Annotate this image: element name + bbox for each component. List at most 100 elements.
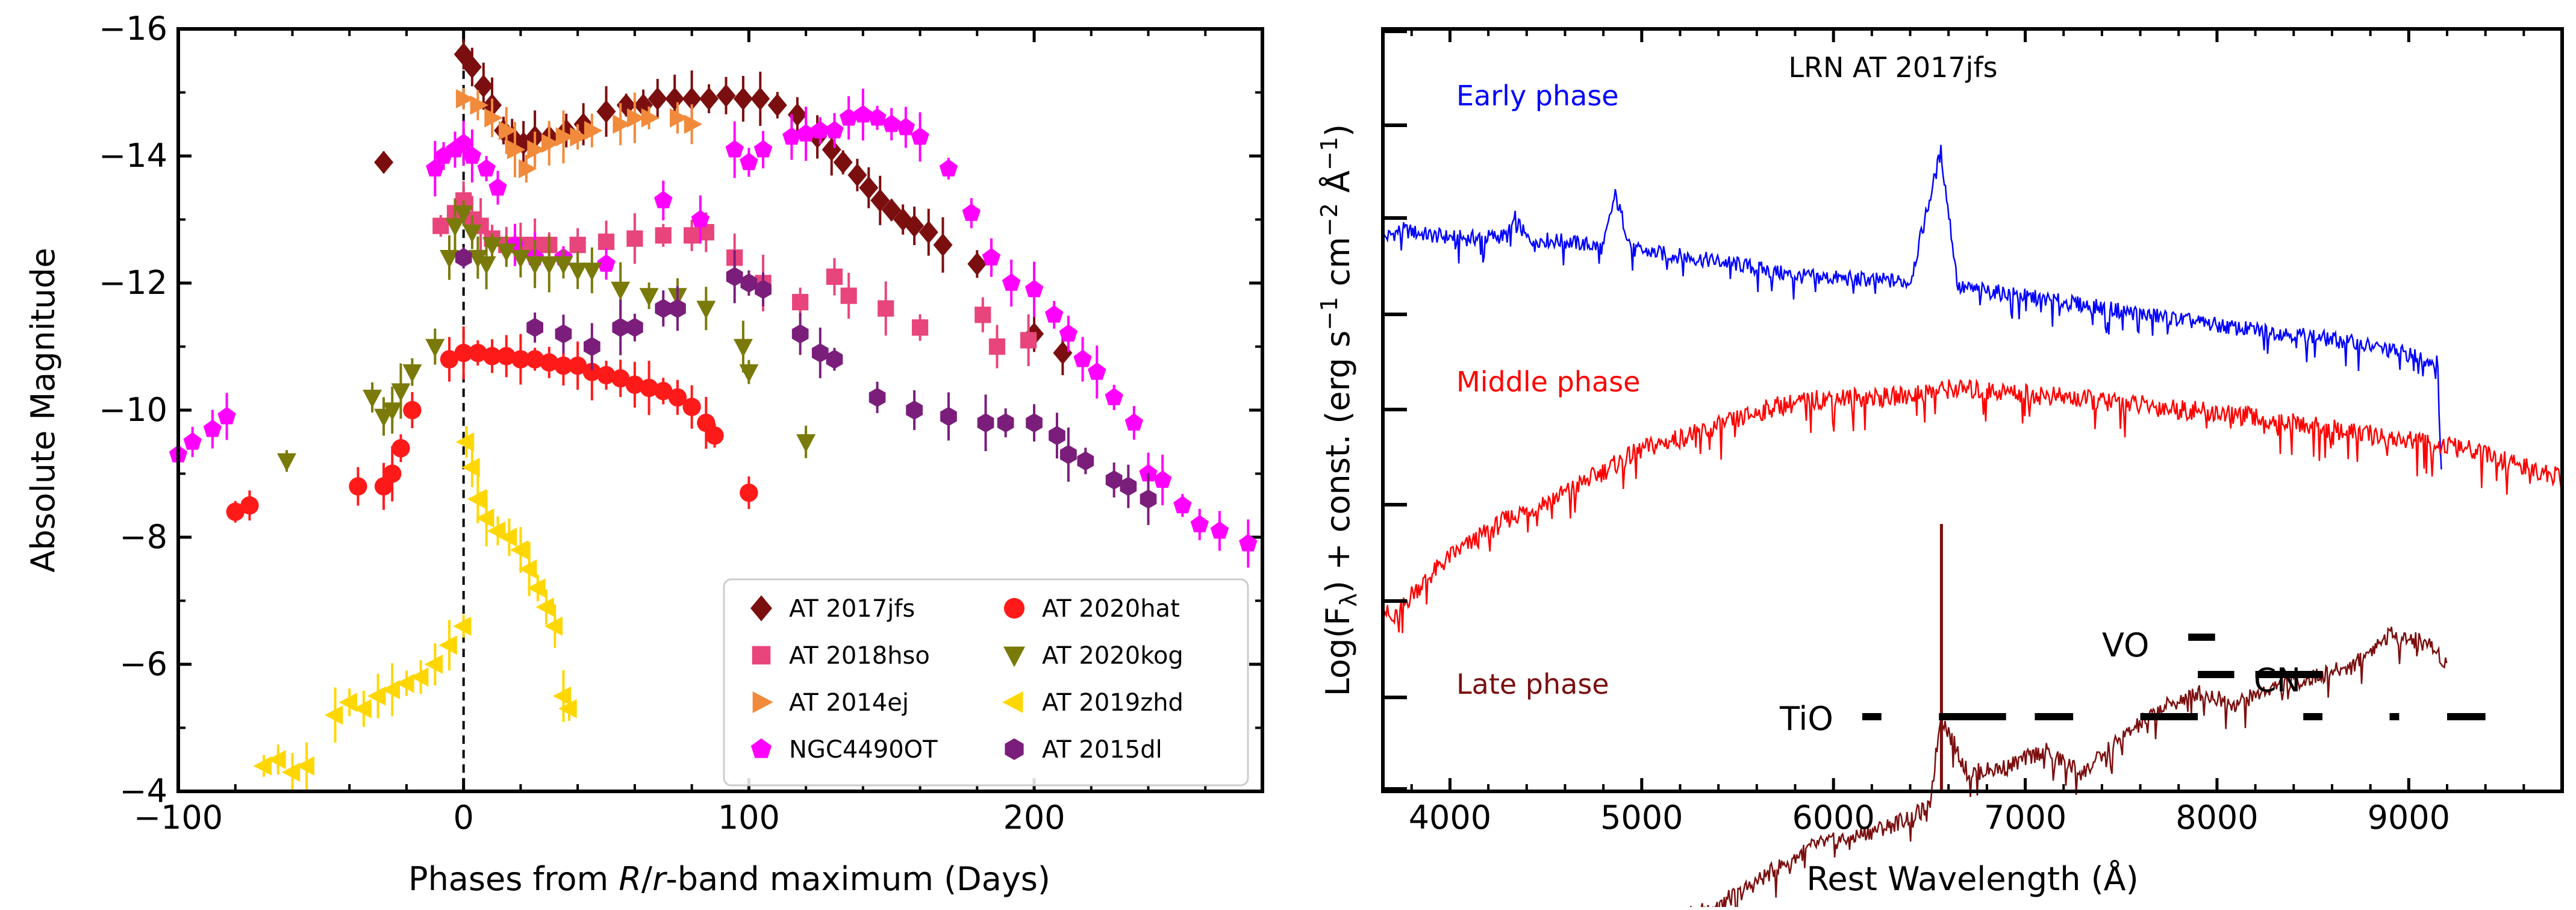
data-point [654, 190, 673, 208]
data-point [440, 250, 459, 269]
data-point [544, 616, 563, 636]
data-point [684, 227, 700, 244]
data-point [226, 502, 245, 521]
data-point [582, 263, 602, 281]
data-point [782, 127, 801, 145]
data-point [454, 43, 473, 66]
data-point [962, 204, 981, 221]
data-point [1077, 451, 1094, 471]
data-point [988, 338, 1006, 355]
data-point [453, 616, 472, 636]
left-x-axis-label: Phases from R/r-band maximum (Days) [408, 860, 1050, 898]
data-point [796, 124, 816, 142]
data-point [839, 108, 858, 126]
data-point [410, 667, 429, 687]
data-point [796, 434, 816, 453]
data-point [468, 250, 488, 269]
left-y-tick-label: −8 [119, 518, 167, 556]
legend-marker [752, 646, 771, 665]
data-point [750, 87, 770, 111]
cn-label: CN [2254, 661, 2301, 699]
left-y-tick-label: −14 [99, 137, 167, 175]
data-point [878, 300, 894, 317]
data-point [1088, 362, 1106, 380]
data-point [668, 388, 687, 407]
tio-label: TiO [1779, 700, 1833, 738]
data-point [596, 100, 616, 123]
left-y-tick-label: −6 [119, 645, 167, 683]
spectrum-middle-phase [1382, 378, 2563, 634]
data-point [381, 680, 401, 700]
data-point [552, 686, 572, 706]
series-ngc4490ot [169, 89, 1258, 568]
data-point [1073, 349, 1092, 367]
series-at-2019zhd [253, 426, 577, 792]
data-point [425, 338, 445, 358]
data-point [476, 508, 494, 528]
data-point [463, 146, 482, 164]
data-point [535, 597, 554, 617]
data-point [975, 307, 991, 323]
data-point [391, 439, 410, 458]
data-point [868, 108, 887, 126]
data-point [462, 55, 482, 79]
data-point [473, 74, 493, 98]
data-point [853, 105, 873, 123]
data-point [733, 87, 753, 111]
data-point [997, 413, 1014, 433]
light-curve-marks [169, 39, 1258, 792]
data-point [740, 273, 758, 293]
data-point [626, 317, 643, 337]
data-point [554, 356, 573, 375]
data-point [725, 140, 744, 158]
data-point [1239, 534, 1258, 552]
data-point [696, 301, 716, 319]
data-point [383, 464, 402, 483]
spectra-panel: 4000 5000 6000 7000 8000 9000 LRN AT 2017jfs … [1316, 27, 2564, 910]
data-point [1105, 387, 1123, 405]
left-x-tick-label: 200 [1003, 799, 1065, 837]
spectrum-late-phase [1689, 626, 2448, 910]
legend-marker [1003, 646, 1025, 667]
data-point [940, 407, 957, 426]
data-point [611, 369, 630, 388]
data-point [1026, 413, 1043, 433]
data-point [511, 350, 530, 369]
middle-phase-label: Middle phase [1456, 366, 1640, 398]
data-point [726, 267, 743, 287]
data-point [826, 349, 843, 369]
data-point [811, 120, 829, 139]
data-point [497, 347, 516, 366]
left-y-tick-label: −10 [99, 391, 167, 429]
data-point [840, 287, 857, 304]
legend-entry: AT 2014ej [752, 689, 909, 717]
data-point [655, 227, 672, 244]
data-point [525, 256, 545, 275]
data-point [755, 279, 772, 299]
data-point [1140, 489, 1157, 509]
data-point [870, 189, 890, 212]
data-point [982, 248, 1001, 266]
data-point [432, 217, 449, 234]
data-point [253, 756, 272, 776]
data-point [539, 256, 559, 275]
data-point [498, 528, 517, 547]
data-point [391, 383, 411, 402]
data-point [792, 294, 809, 311]
data-point [1002, 273, 1021, 291]
data-point [753, 140, 773, 158]
data-point [454, 343, 473, 363]
data-point [740, 483, 758, 502]
data-point [403, 400, 422, 420]
data-point [424, 655, 443, 674]
left-y-tick-label: −16 [99, 10, 167, 48]
right-x-axis-label: Rest Wavelength (Å) [1806, 859, 2138, 898]
data-point [540, 353, 558, 372]
data-point [519, 559, 537, 579]
data-point [716, 84, 736, 107]
data-point [217, 407, 236, 425]
data-point [625, 375, 644, 394]
data-point [911, 127, 929, 145]
data-point [353, 699, 372, 718]
